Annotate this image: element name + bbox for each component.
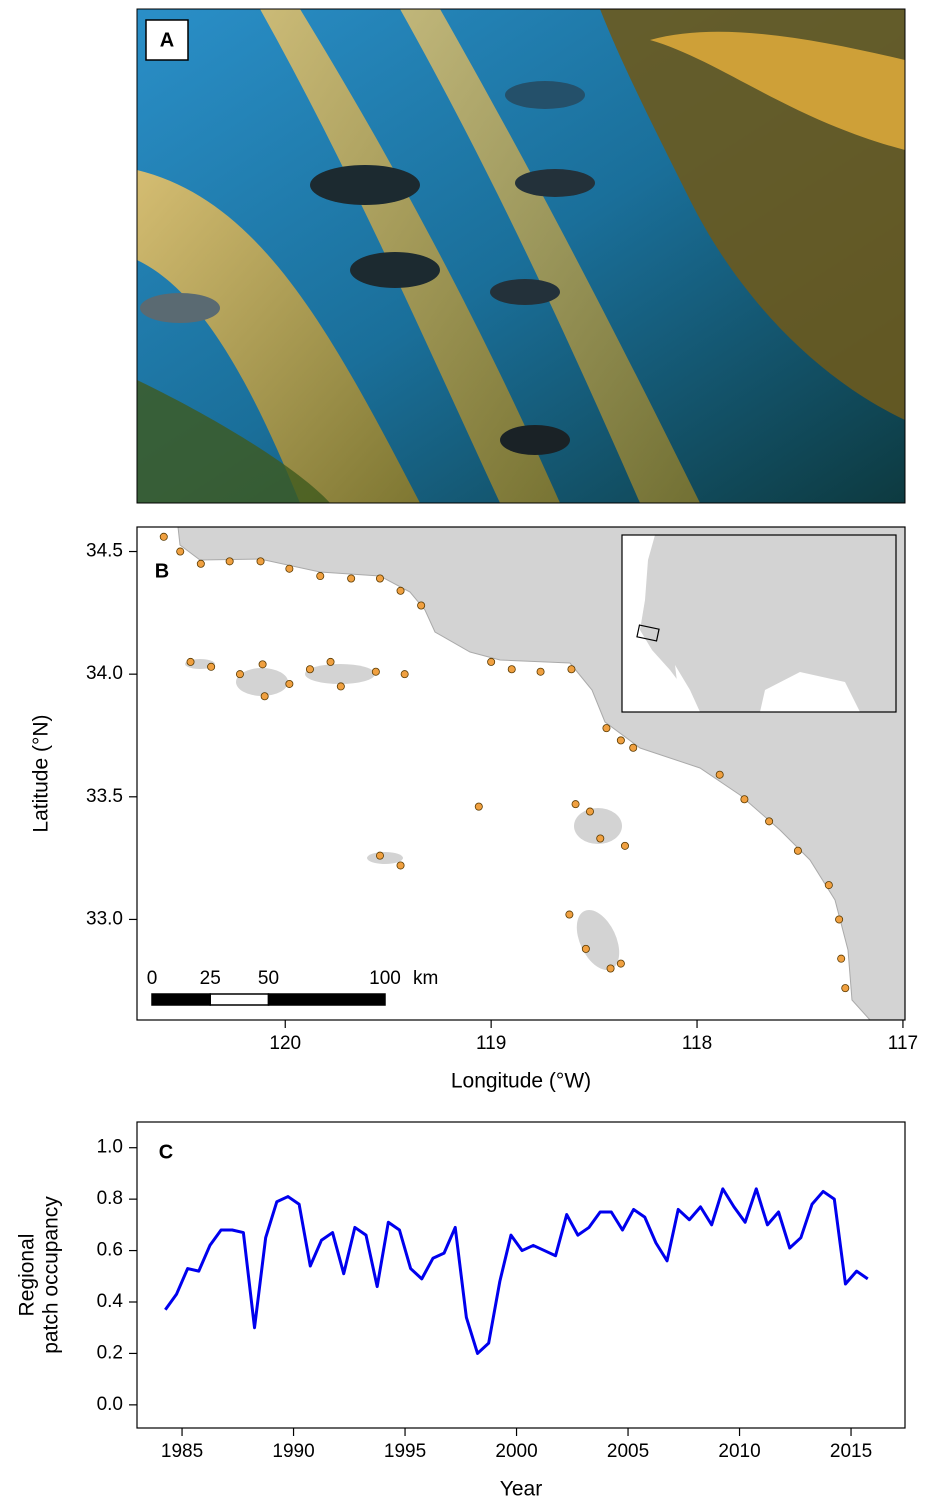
kelp-patch (616, 736, 625, 745)
kelp-patch (305, 665, 314, 674)
x-tick-label: 2010 (718, 1441, 760, 1462)
kelp-patch (507, 665, 516, 674)
kelp-patch (396, 586, 405, 595)
photo (137, 9, 905, 503)
y-tick-label: 33.0 (86, 908, 123, 929)
kelp-patch (375, 851, 384, 860)
kelp-patch (487, 657, 496, 666)
panel-label: C (159, 1141, 173, 1163)
kelp-patch (159, 532, 168, 541)
kelp-patch (715, 770, 724, 779)
kelp-patch (602, 724, 611, 733)
kelp-patch (371, 667, 380, 676)
scale-label: 50 (258, 968, 279, 989)
kelp-patch (581, 944, 590, 953)
kelp-patch (260, 692, 269, 701)
panel-frame (136, 8, 906, 504)
x-tick-label: 119 (476, 1033, 506, 1054)
kelp-patch (629, 743, 638, 752)
kelp-patch (585, 807, 594, 816)
y-tick-label: 34.5 (86, 541, 123, 562)
kelp-patch (186, 657, 195, 666)
occupancy-line (164, 1187, 869, 1355)
y-axis-label: Latitude (°N) (30, 714, 53, 832)
scale-unit: km (413, 968, 438, 989)
y-tick-label: 0.4 (97, 1291, 124, 1312)
x-tick-label: 2015 (830, 1441, 872, 1462)
x-axis-label: Year (500, 1478, 542, 1501)
scale-segment (151, 993, 211, 1006)
kelp-patch (326, 657, 335, 666)
kelp-patch (196, 559, 205, 568)
y-tick-label: 0.0 (97, 1394, 123, 1415)
y-tick-label: 0.8 (97, 1188, 123, 1209)
y-axis-label: Regional (16, 1234, 39, 1317)
y-tick-label: 0.6 (97, 1240, 123, 1261)
scale-segment (209, 993, 270, 1006)
x-axis-label: Longitude (°W) (451, 1070, 591, 1093)
kelp-patch (571, 800, 580, 809)
x-tick-label: 118 (682, 1033, 712, 1054)
y-tick-label: 33.5 (86, 786, 123, 807)
y-axis-label: patch occupancy (40, 1196, 63, 1354)
kelp-patch (285, 564, 294, 573)
y-tick-label: 1.0 (97, 1137, 123, 1158)
kelp-patch (207, 662, 216, 671)
kelp-patch (285, 679, 294, 688)
kelp-patch (837, 954, 846, 963)
panel-label-box (145, 19, 189, 61)
kelp-patch (793, 846, 802, 855)
kelp-patch (835, 915, 844, 924)
kelp-patch (235, 670, 244, 679)
inset-map (621, 534, 897, 713)
kelp-patch (400, 670, 409, 679)
kelp-patch (256, 557, 265, 566)
kelp-patch (396, 861, 405, 870)
panel-label: B (155, 560, 169, 582)
kelp-patch (176, 547, 185, 556)
kelp-patch (824, 881, 833, 890)
kelp-patch (316, 572, 325, 581)
x-tick-label: 1995 (384, 1441, 426, 1462)
panel-frame (136, 526, 906, 1021)
x-tick-label: 1990 (272, 1441, 314, 1462)
scale-label: 25 (200, 968, 221, 989)
kelp-patch (620, 841, 629, 850)
kelp-patch (347, 574, 356, 583)
kelp-patch (841, 984, 850, 993)
kelp-patch (567, 665, 576, 674)
panel-label: A (160, 29, 174, 51)
x-tick-label: 1985 (161, 1441, 203, 1462)
kelp-patch (765, 817, 774, 826)
kelp-patch (336, 682, 345, 691)
kelp-patch (375, 574, 384, 583)
x-tick-label: 117 (888, 1033, 918, 1054)
kelp-patch (596, 834, 605, 843)
y-tick-label: 0.2 (97, 1342, 123, 1363)
kelp-patch (616, 959, 625, 968)
x-tick-label: 2005 (607, 1441, 649, 1462)
kelp-patch (606, 964, 615, 973)
scale-segment (267, 993, 386, 1006)
y-tick-label: 34.0 (86, 663, 123, 684)
scale-label: 100 (369, 968, 401, 989)
kelp-patch (258, 660, 267, 669)
kelp-patch (565, 910, 574, 919)
kelp-patch (474, 802, 483, 811)
panel-frame (136, 1121, 906, 1429)
kelp-patch (740, 795, 749, 804)
kelp-patch (225, 557, 234, 566)
scale-label: 0 (147, 968, 158, 989)
kelp-patch (417, 601, 426, 610)
x-tick-label: 2000 (495, 1441, 537, 1462)
x-tick-label: 120 (269, 1033, 301, 1054)
kelp-patch (536, 667, 545, 676)
